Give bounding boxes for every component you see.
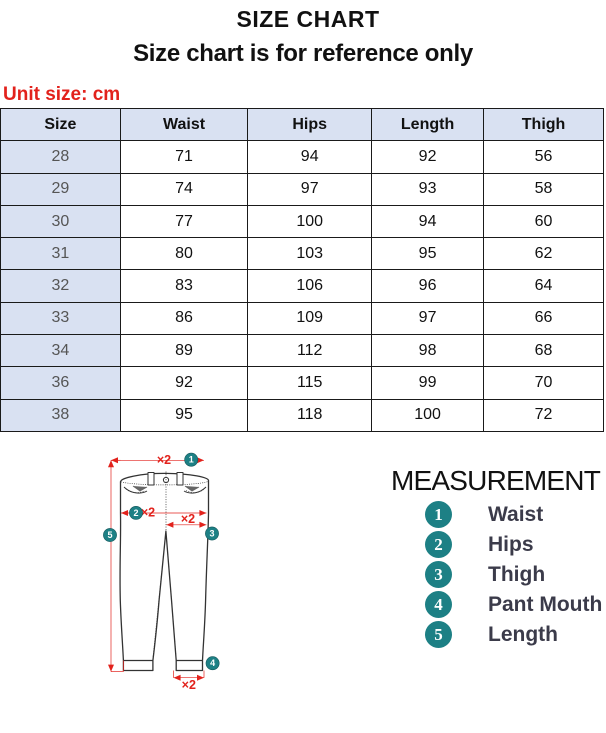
svg-text:×2: ×2: [141, 506, 155, 520]
svg-text:4: 4: [210, 658, 215, 668]
svg-text:3: 3: [209, 529, 214, 539]
svg-text:×2: ×2: [182, 678, 196, 692]
svg-text:×2: ×2: [157, 453, 171, 467]
svg-text:2: 2: [133, 508, 138, 518]
svg-text:5: 5: [107, 530, 112, 540]
svg-text:×2: ×2: [181, 512, 195, 526]
svg-text:1: 1: [189, 455, 194, 465]
